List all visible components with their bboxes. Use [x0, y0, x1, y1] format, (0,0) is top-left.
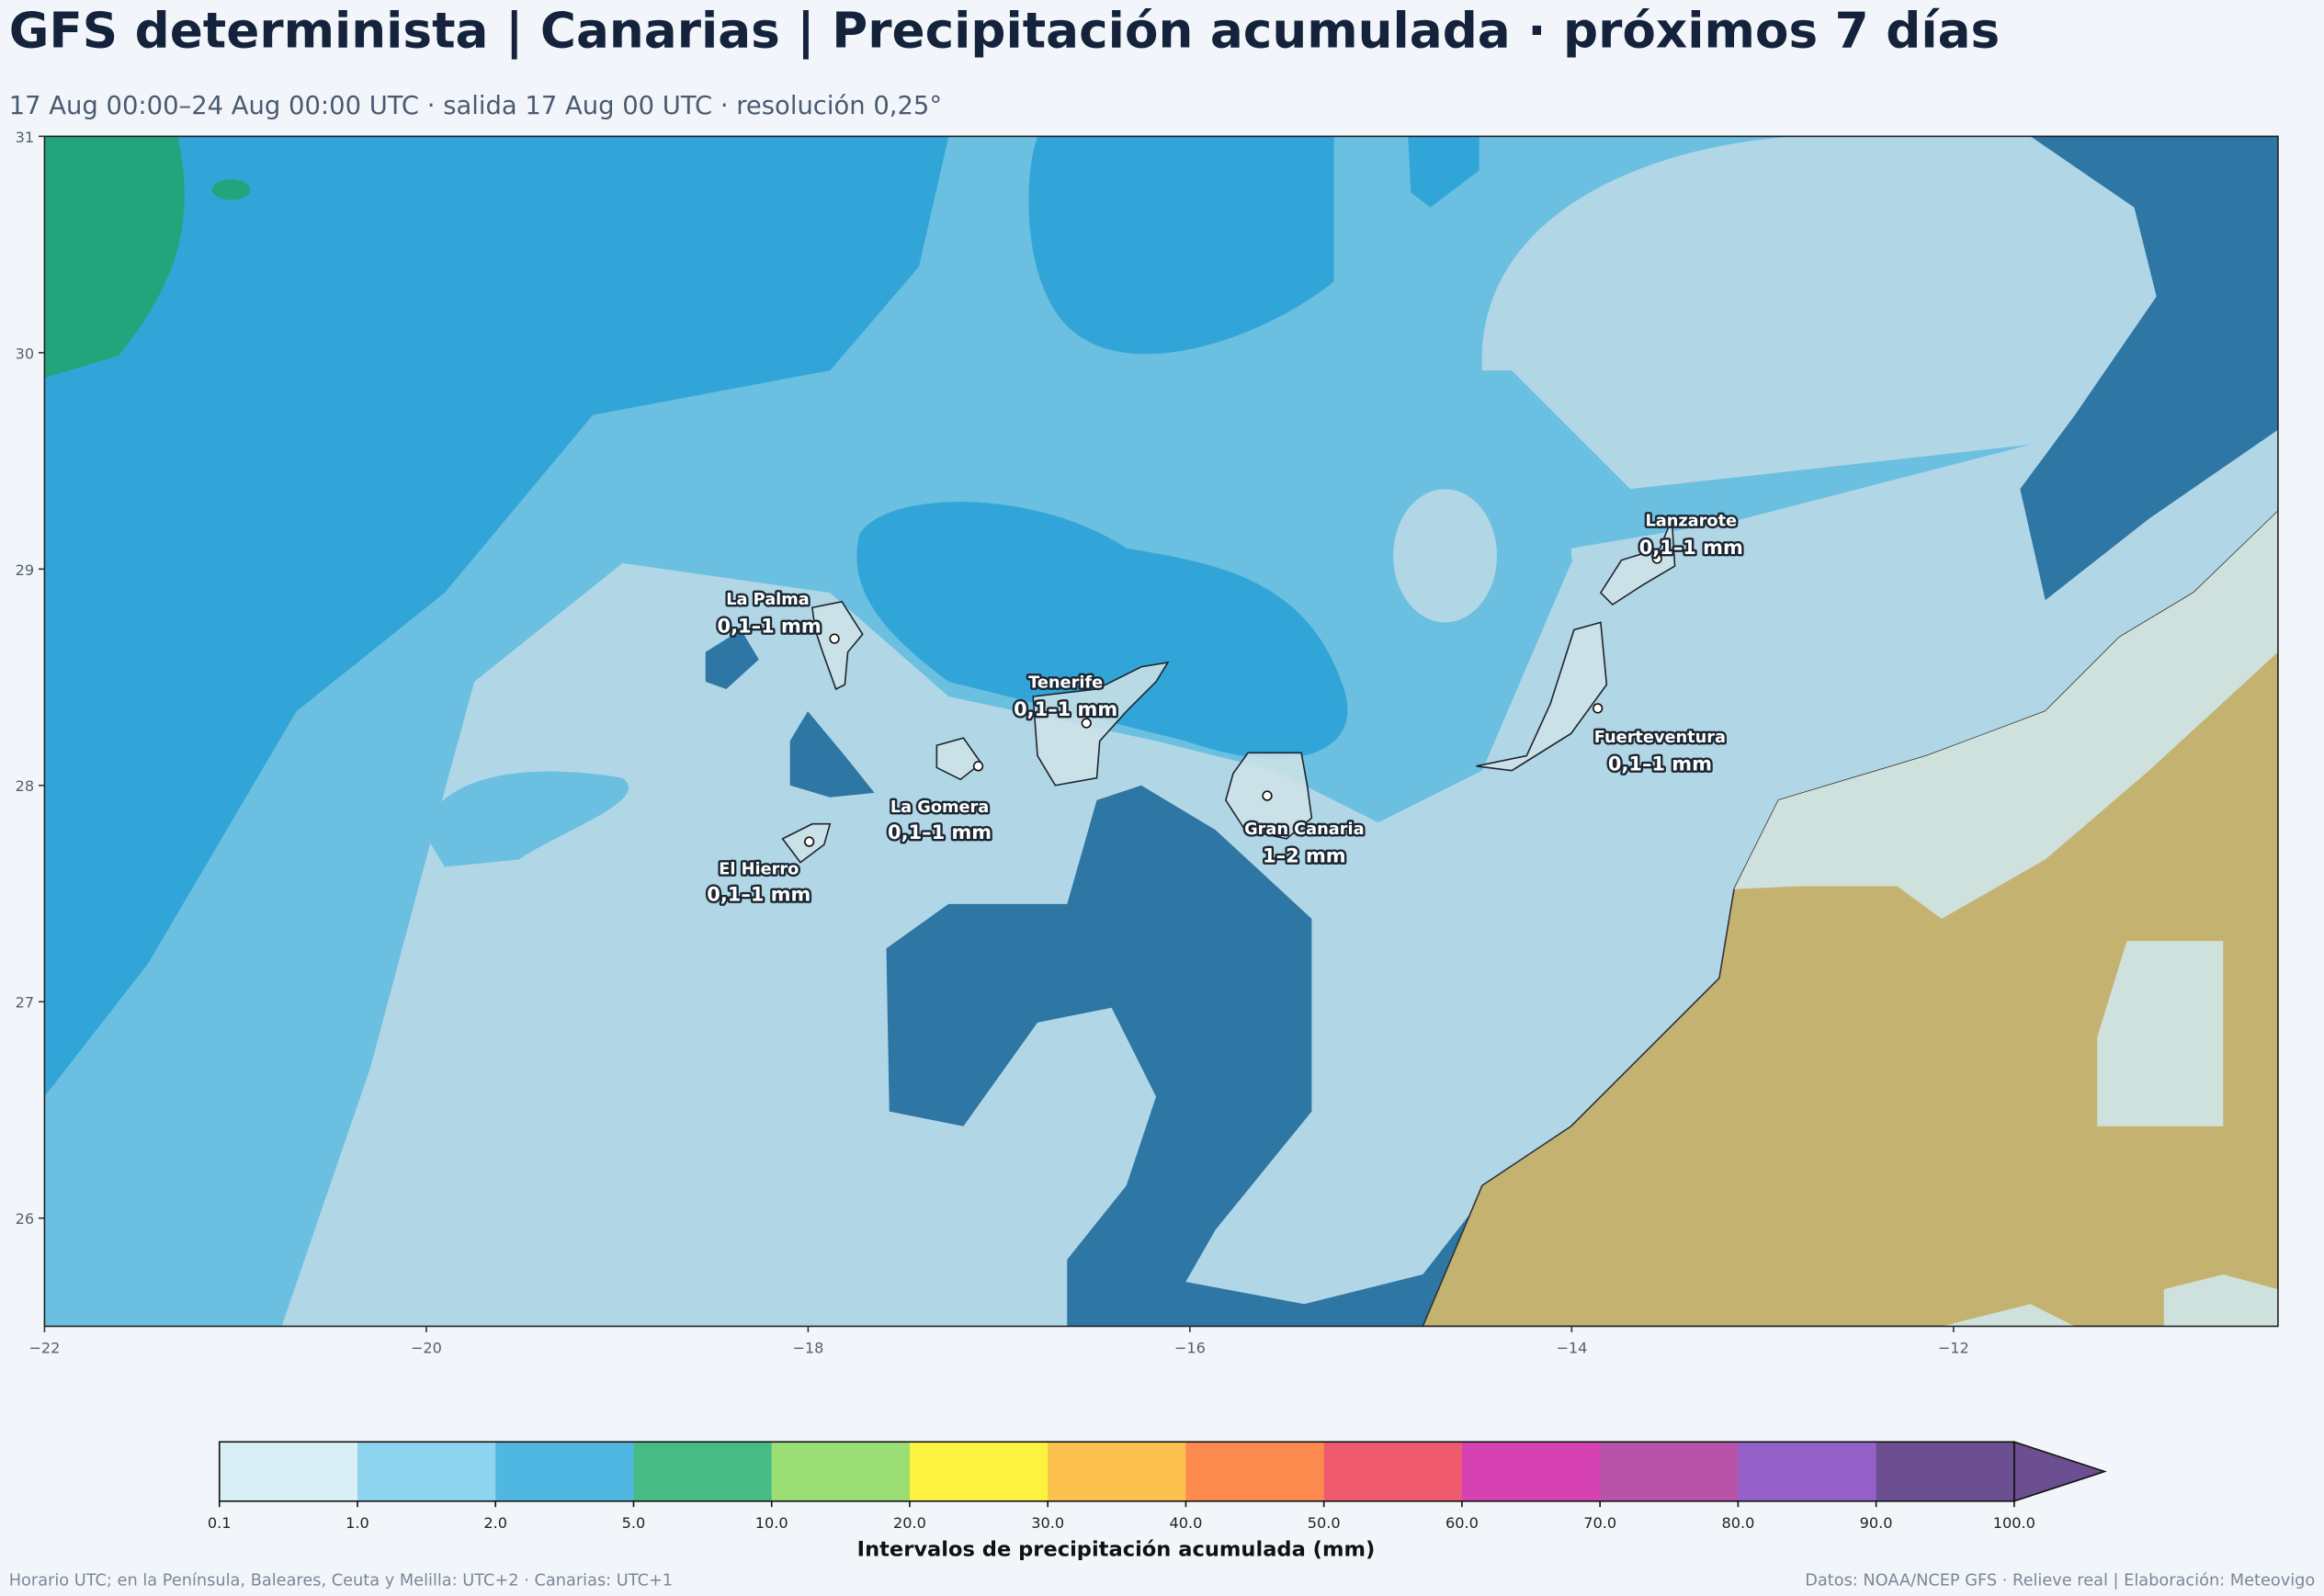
land-precip	[2097, 941, 2224, 1126]
colorbar-segment	[1600, 1442, 1740, 1501]
precip-area	[2020, 136, 2278, 601]
colorbar-tick-label: 60.0	[1445, 1514, 1479, 1532]
land-precip	[1941, 1274, 2278, 1327]
place-amount: 0,1–1 mm	[1014, 698, 1117, 720]
colorbar-segment	[909, 1442, 1049, 1501]
place-amount: 1–2 mm	[1263, 845, 1346, 867]
colorbar-segment	[357, 1442, 497, 1501]
y-tick-label: 30	[16, 345, 35, 362]
y-tick-label: 26	[16, 1210, 35, 1228]
place-dot	[1262, 790, 1273, 801]
place: El Hierro 0,1–1 mm	[705, 836, 815, 908]
footer-left: Horario UTC; en la Península, Baleares, …	[9, 1572, 673, 1590]
place-dot	[1651, 553, 1662, 564]
precip-area	[422, 771, 629, 867]
place-name: Tenerife	[1028, 673, 1103, 692]
colorbar-tick-label: 2.0	[483, 1514, 507, 1532]
land-precip	[1734, 511, 2278, 919]
y-tick-label: 28	[16, 777, 35, 795]
place-dot	[1081, 718, 1092, 729]
colorbar-tick-label: 0.1	[208, 1514, 232, 1532]
colorbar-tick-label: 100.0	[1993, 1514, 2035, 1532]
place-labels: La Palma 0,1–1 mm Tenerife 0,1–1 mm La Gom…	[705, 510, 1745, 908]
place-amount: 0,1–1 mm	[707, 884, 811, 906]
colorbar-tick-label: 1.0	[346, 1514, 369, 1532]
place-amount: 0,1–1 mm	[1639, 537, 1743, 559]
colorbar: 0.1 1.0 2.0 5.0 10.0 20.0 30.0 40.0 50.0 60.0 70.0…	[208, 1441, 2107, 1532]
colorbar-tick-label: 20.0	[893, 1514, 926, 1532]
y-tick-label: 29	[16, 561, 35, 579]
map-frame	[43, 135, 2279, 1328]
colorbar-segment	[1185, 1442, 1325, 1501]
x-tick-label: −18	[792, 1339, 823, 1356]
x-tick-label: −12	[1938, 1339, 1969, 1356]
place-dot	[972, 761, 984, 772]
precip-area	[886, 785, 1475, 1327]
colorbar-segment	[1461, 1442, 1601, 1501]
colorbar-tick-label: 90.0	[1860, 1514, 1893, 1532]
footer-right: Datos: NOAA/NCEP GFS · Relieve real | El…	[1805, 1572, 2315, 1590]
colorbar-tick-label: 50.0	[1308, 1514, 1341, 1532]
place: Gran Canaria 1–2 mm	[1242, 790, 1366, 869]
place-name: Lanzarote	[1645, 513, 1737, 531]
precip-area	[211, 179, 251, 200]
y-tick-label: 31	[16, 129, 35, 146]
place-name: El Hierro	[719, 861, 799, 879]
x-tick-label: −22	[28, 1339, 60, 1356]
precip-area	[789, 711, 875, 798]
place-name: La Gomera	[890, 798, 989, 817]
islands	[781, 518, 1676, 864]
colorbar-label: Intervalos de precipitación acumulada (m…	[857, 1537, 1376, 1561]
colorbar-segment	[1323, 1442, 1463, 1501]
place-amount: 0,1–1 mm	[888, 821, 992, 843]
precip-area	[856, 502, 1348, 759]
x-tick-label: −20	[411, 1339, 442, 1356]
place-dot	[829, 633, 840, 644]
precip-area	[1028, 136, 1334, 355]
precip-area	[1481, 136, 2031, 490]
colorbar-tick-label: 5.0	[622, 1514, 646, 1532]
place: Lanzarote 0,1–1 mm	[1637, 510, 1745, 564]
map	[44, 136, 2278, 1327]
x-tick-label: −14	[1556, 1339, 1587, 1356]
place-amount: 0,1–1 mm	[718, 616, 822, 638]
precip-area	[44, 136, 949, 1097]
colorbar-extend	[2013, 1441, 2107, 1502]
place-dot	[1593, 703, 1604, 714]
colorbar-segment	[219, 1442, 358, 1501]
place-amount: 0,1–1 mm	[1608, 753, 1712, 775]
colorbar-segment	[1876, 1442, 2015, 1501]
colorbar-segment	[771, 1442, 911, 1501]
precip-area	[44, 136, 185, 379]
colorbar-tick-label: 80.0	[1721, 1514, 1754, 1532]
place-name: La Palma	[726, 591, 809, 609]
colorbar-segment	[1738, 1442, 1877, 1501]
place: La Palma 0,1–1 mm	[715, 589, 840, 644]
colorbar-tick-label: 40.0	[1169, 1514, 1202, 1532]
place-name: Gran Canaria	[1244, 821, 1364, 839]
colorbar-segment	[633, 1442, 773, 1501]
place-name: Fuerteventura	[1594, 729, 1726, 747]
place: Tenerife 0,1–1 mm	[1012, 672, 1120, 729]
colorbar-segment	[495, 1442, 635, 1501]
place: Fuerteventura 0,1–1 mm	[1592, 703, 1728, 777]
colorbar-frame	[218, 1441, 2015, 1502]
colorbar-tick-label: 70.0	[1583, 1514, 1616, 1532]
colorbar-segment	[1048, 1442, 1187, 1501]
precip-area	[1408, 136, 1479, 208]
title: GFS determinista | Canarias | Precipitac…	[9, 3, 2000, 60]
axes: −22 −20 −18 −16 −14 −12 26 27 28 29 30 31	[16, 129, 1969, 1357]
precip-area	[705, 629, 759, 689]
place-dot	[804, 836, 815, 847]
precip-area	[1393, 489, 1497, 623]
x-tick-label: −16	[1174, 1339, 1206, 1356]
y-tick-label: 27	[16, 994, 35, 1012]
subtitle: 17 Aug 00:00–24 Aug 00:00 UTC · salida 1…	[9, 92, 942, 120]
place: La Gomera 0,1–1 mm	[886, 761, 994, 845]
colorbar-tick-label: 10.0	[755, 1514, 788, 1532]
colorbar-tick-label: 30.0	[1031, 1514, 1064, 1532]
